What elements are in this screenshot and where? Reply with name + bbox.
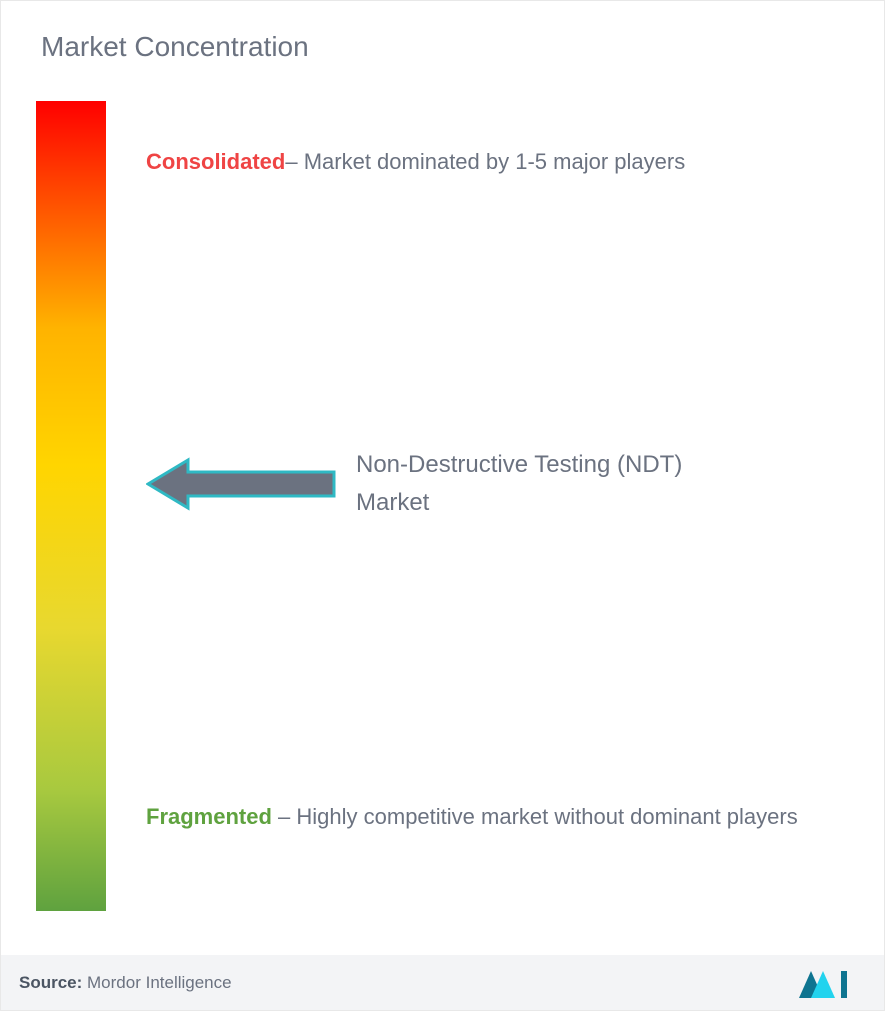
source-attribution: Source: Mordor Intelligence bbox=[19, 973, 232, 993]
fragmented-description: – Highly competitive market without domi… bbox=[272, 804, 798, 829]
page-title: Market Concentration bbox=[41, 31, 309, 63]
concentration-gradient-bar bbox=[36, 101, 106, 911]
market-label: Non-Destructive Testing (NDT) Market bbox=[356, 446, 736, 523]
arrow-left-icon bbox=[146, 456, 336, 512]
consolidated-label: Consolidated bbox=[146, 149, 285, 174]
infographic-container: Market Concentration Consolidated– Marke… bbox=[0, 0, 885, 1011]
source-label: Source: bbox=[19, 973, 82, 992]
fragmented-label: Fragmented bbox=[146, 804, 272, 829]
consolidated-section: Consolidated– Market dominated by 1-5 ma… bbox=[146, 136, 826, 189]
market-pointer: Non-Destructive Testing (NDT) Market bbox=[146, 446, 736, 523]
source-value: Mordor Intelligence bbox=[82, 973, 231, 992]
brand-logo bbox=[796, 963, 866, 1003]
fragmented-section: Fragmented – Highly competitive market w… bbox=[146, 791, 846, 844]
consolidated-description: – Market dominated by 1-5 major players bbox=[285, 149, 685, 174]
footer: Source: Mordor Intelligence bbox=[1, 955, 884, 1010]
